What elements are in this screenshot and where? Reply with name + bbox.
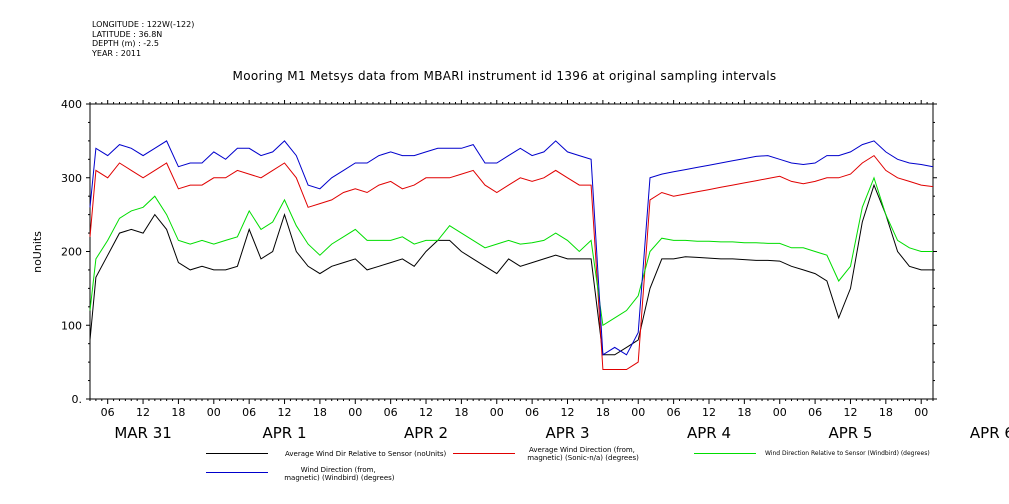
plot-frame [89,103,934,400]
x-day-label: APR 3 [545,424,589,442]
x-hour-tick-label: 12 [419,406,433,419]
x-hour-tick-label: 18 [454,406,468,419]
x-day-label: APR 1 [263,424,307,442]
y-tick-label: 100 [61,319,82,332]
series-layer [89,140,934,370]
x-hour-tick-label: 00 [490,406,504,419]
x-hour-tick-label: 18 [596,406,610,419]
series-line-2 [89,176,933,327]
x-hour-tick-label: 12 [278,406,292,419]
depth-text: DEPTH (m) : -2.5 [92,39,159,48]
y-axis-label: noUnits [31,231,44,273]
x-hour-tick-label: 00 [207,406,221,419]
legend-label-avg-wind-direction-sonic: Average Wind Direction (from, magnetic) … [527,446,639,462]
legend-label-wind-direction-windbird: Wind Direction (from, magnetic) (Windbir… [284,466,395,482]
x-hour-tick-label: 00 [348,406,362,419]
x-hour-tick-label: 00 [631,406,645,419]
latitude-text: LATITUDE : 36.8N [92,29,163,39]
x-hour-tick-label: 00 [773,406,787,419]
x-day-label: APR 6 [970,424,1009,442]
x-hour-tick-label: 18 [313,406,327,419]
y-tick-label: 400 [61,98,82,111]
x-hour-tick-label: 06 [667,406,681,419]
y-tick-label: 0. [72,393,83,406]
legend-label-avg-wind-dir-rel: Average Wind Dir Relative to Sensor (noU… [285,450,447,458]
x-hour-tick-label: 06 [525,406,539,419]
x-hour-tick-label: 18 [737,406,751,419]
x-axis: 06 12 18 00 06 12 18 00 06 12 18 00 06 12 18 00 06 12 18 00… [89,100,1009,442]
y-axis: 0. 100 200 300 400 [61,98,937,406]
x-hour-tick-label: 06 [242,406,256,419]
x-day-label: APR 4 [687,424,731,442]
series-line-0 [89,183,933,356]
legend-line-black [206,453,268,454]
x-hour-tick-label: 18 [879,406,893,419]
x-hour-tick-label: 06 [808,406,822,419]
x-day-label: APR 2 [404,424,448,442]
chart-title: Mooring M1 Metsys data from MBARI instru… [232,69,777,83]
y-tick-label: 200 [61,246,82,259]
x-hour-tick-label: 12 [561,406,575,419]
x-hour-tick-label: 12 [136,406,150,419]
legend-line-green [694,453,756,454]
x-hour-tick-label: 00 [914,406,928,419]
series-line-1 [89,154,934,370]
x-hour-tick-label: 06 [101,406,115,419]
x-hour-tick-label: 12 [702,406,716,419]
longitude-text: LONGITUDE : 122W(-122) [92,20,195,29]
legend-line-red [453,453,515,454]
x-hour-tick-label: 06 [384,406,398,419]
metadata-block: LONGITUDE : 122W(-122) LATITUDE : 36.8N … [92,20,194,58]
x-day-label: MAR 31 [114,424,171,442]
legend-line-blue [206,472,268,473]
x-day-label: APR 5 [828,424,872,442]
legend-label-wind-dir-rel-windbird: Wind Direction Relative to Sensor (Windb… [765,450,930,457]
x-hour-tick-label: 18 [171,406,185,419]
x-hour-tick-label: 12 [843,406,857,419]
year-text: YEAR : 2011 [92,48,142,58]
y-tick-label: 300 [61,172,82,185]
series-line-3 [89,140,934,356]
